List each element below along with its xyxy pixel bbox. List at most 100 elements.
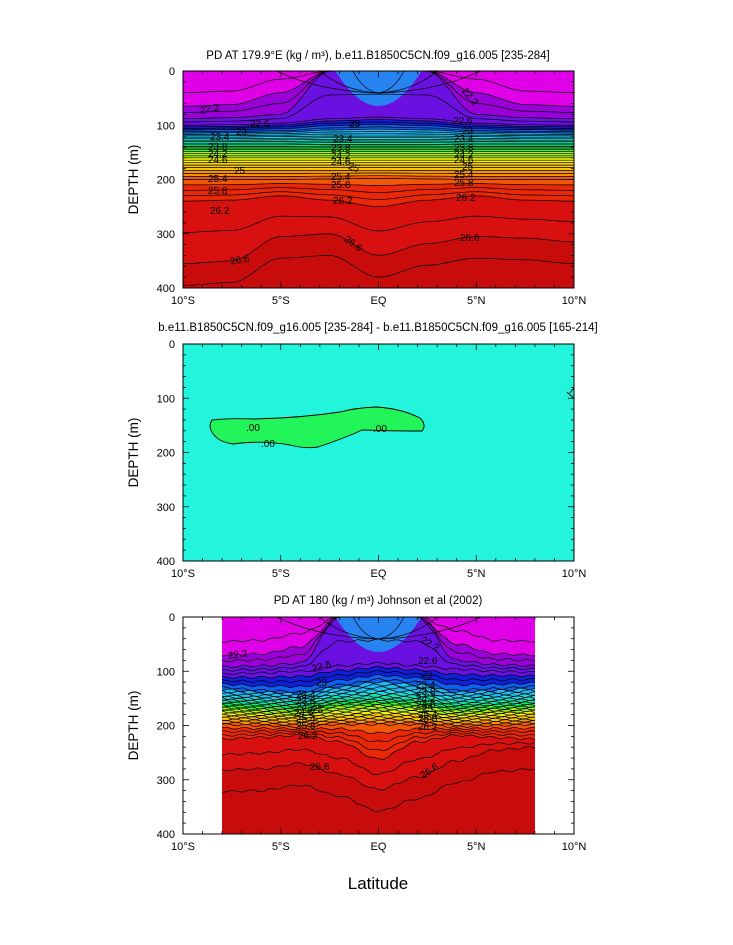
fill-band [335, 617, 422, 652]
panel-difference: b.e11.B1850C5CN.f09_g16.005 [235-284] - … [126, 322, 598, 580]
contour-line [222, 731, 535, 752]
p1-label-23.4: 23.4 [210, 132, 230, 143]
p1-label-23: 23 [236, 127, 248, 138]
contour-line [222, 665, 535, 679]
contour-line [183, 137, 574, 140]
y-tick-label: 200 [157, 721, 175, 733]
contour-line [378, 71, 481, 94]
p2-label-zero-a: .00 [246, 423, 260, 434]
contour-line [183, 116, 574, 126]
y-tick-label: 300 [157, 502, 175, 514]
contour-line [183, 126, 574, 133]
p1-label-23.8: 23.8 [208, 142, 228, 153]
p1-label-22.6b: 22.6 [453, 116, 473, 127]
contour-line [222, 617, 535, 643]
contour-line [222, 617, 535, 669]
contour-line [222, 708, 535, 717]
p3-label-22.6: 22.6 [311, 659, 333, 675]
contour-line [222, 745, 535, 791]
contour-line [183, 175, 574, 177]
panel2-plot-area [183, 344, 574, 561]
y-tick-label: 0 [169, 612, 175, 624]
p3-label-25.8b: 25.8 [418, 714, 438, 725]
fill-band [222, 768, 535, 834]
y-tick-label: 300 [157, 229, 175, 241]
p1-label-26.6: 26.6 [229, 253, 251, 267]
p2-label-zero-c: .00 [373, 424, 387, 435]
panel3-axes: 10°S 5°S EQ 5°N 10°N 0 100 200 300 400 DEPTH (m) [126, 612, 586, 853]
p3-label-22.6b: 22.6 [418, 656, 438, 667]
p3-label-25b: 25 [422, 704, 434, 715]
contour-line [222, 617, 535, 663]
p1-label-25.8b: 25.8 [331, 180, 351, 191]
p1-label-24.2c: 24.2 [454, 150, 474, 161]
contour-line [222, 617, 535, 657]
contour-line [183, 121, 574, 129]
y-tick-label: 400 [157, 556, 175, 568]
x-tick-label: 5°S [272, 841, 290, 853]
x-tick-label: 5°N [467, 568, 486, 580]
p1-label-23.4b: 23.4 [333, 134, 353, 145]
p3-label-23.4b: 23.4 [416, 680, 436, 691]
contour-line [183, 187, 574, 193]
contour-line [222, 702, 535, 711]
p3-label-25: 25 [312, 705, 324, 716]
contour-line [222, 714, 535, 721]
fill-band [222, 617, 262, 647]
p1-label-25.4: 25.4 [208, 174, 228, 185]
p1-label-23.8b: 23.8 [331, 143, 351, 154]
contour-line [183, 183, 574, 186]
p3-label-24.6: 24.6 [294, 708, 314, 719]
contour-line [222, 726, 535, 734]
p1-label-23.8c: 23.8 [454, 143, 474, 154]
panel1-contour-lines [183, 71, 574, 286]
contour-line [352, 71, 379, 94]
fill-band [495, 71, 574, 101]
contour-line [222, 700, 535, 710]
contour-line [222, 686, 535, 699]
x-tick-label: 10°N [562, 568, 587, 580]
contour-line [222, 741, 535, 775]
y-tick-label: 0 [169, 339, 175, 351]
p3-label-22.2: 22.2 [227, 648, 248, 662]
p1-label-24.6b: 24.6 [331, 157, 351, 168]
p3-label-23.8b: 23.8 [416, 687, 436, 698]
fill-band [183, 71, 262, 101]
contour-line [222, 669, 535, 684]
contour-line [222, 717, 535, 724]
p1-label-24.6c: 24.6 [454, 155, 474, 166]
panel3-plot-area [222, 617, 535, 834]
contour-line [183, 191, 574, 200]
fill-band [495, 617, 535, 647]
y-tick-label: 100 [157, 120, 175, 132]
p1-label-23.4c: 23.4 [454, 134, 474, 145]
contour-line [222, 683, 535, 697]
contour-line [222, 734, 535, 760]
contour-line [222, 696, 535, 706]
y-tick-label: 400 [157, 283, 175, 295]
x-tick-label: 10°S [171, 295, 195, 307]
contour-line [378, 71, 405, 94]
panel1-axes: 10°S 5°S EQ 5°N 10°N 0 100 200 300 400 DEPTH (m) [126, 66, 586, 307]
contour-line [183, 135, 574, 138]
p1-label-26.2b: 26.2 [333, 196, 353, 207]
contour-line [183, 215, 574, 233]
contour-line [183, 178, 574, 180]
p1-label-23c: 23 [462, 126, 474, 137]
p3-label-25.8: 25.8 [296, 721, 316, 732]
y-tick-label: 0 [169, 66, 175, 78]
p1-label-22.2: 22.2 [199, 102, 221, 116]
panel2-background-fill [183, 344, 574, 561]
panel2-contour-labels: .00 .00 .00 [246, 423, 387, 450]
contour-line [183, 71, 574, 107]
contour-line [378, 617, 481, 640]
contour-line [183, 71, 574, 94]
panel2-axes: 10°S 5°S EQ 5°N 10°N 0 100 200 300 400 DEPTH (m) [126, 339, 586, 580]
contour-line [183, 71, 574, 120]
contour-line [183, 133, 574, 137]
contour-line [183, 131, 574, 135]
p3-label-23.8: 23.8 [296, 696, 316, 707]
p1-label-25.8c: 25.8 [454, 178, 474, 189]
p1-label-26.2c: 26.2 [456, 193, 476, 204]
contour-line [183, 128, 574, 134]
